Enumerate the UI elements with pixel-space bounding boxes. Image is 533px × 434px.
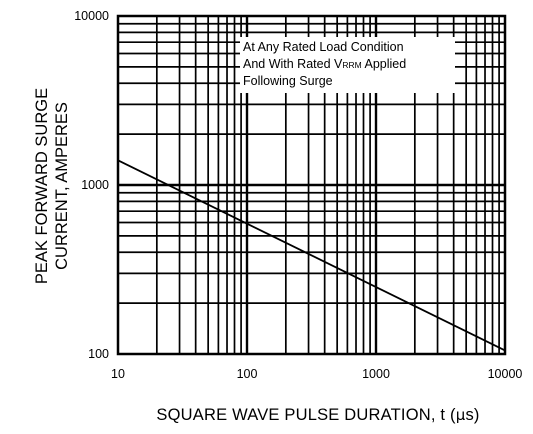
x-tick-label: 10000 (488, 367, 523, 381)
x-axis-label-tail: s) (465, 406, 480, 424)
plot-frame (116, 14, 507, 356)
x-axis-label-text: SQUARE WAVE PULSE DURATION, t ( (156, 406, 456, 424)
annotation-tail: Applied (362, 57, 407, 71)
y-axis-label-line-2: CURRENT, AMPERES (53, 102, 71, 270)
x-tick-label: 1000 (362, 367, 390, 381)
y-tick-label: 1000 (81, 178, 109, 192)
x-tick-label: 100 (237, 367, 258, 381)
annotation-background (240, 37, 455, 93)
annotation-box: At Any Rated Load Condition And With Rat… (240, 37, 455, 93)
series-line-0 (117, 159, 506, 352)
annotation-subscript: RRM (342, 60, 361, 70)
y-tick-label: 10000 (74, 9, 109, 23)
x-tick-label: 10 (111, 367, 125, 381)
y-tick-label: 100 (88, 347, 109, 361)
x-axis-label-mu: µ (455, 406, 466, 424)
series-group (117, 159, 506, 352)
y-axis-label-line-1: PEAK FORWARD SURGE (33, 88, 51, 284)
annotation-line-1: At Any Rated Load Condition (243, 40, 404, 54)
annotation-line-2: And With Rated VRRM Applied (243, 57, 406, 71)
x-axis-label: SQUARE WAVE PULSE DURATION, t (µs) (118, 406, 518, 425)
annotation-line-3: Following Surge (243, 74, 333, 88)
